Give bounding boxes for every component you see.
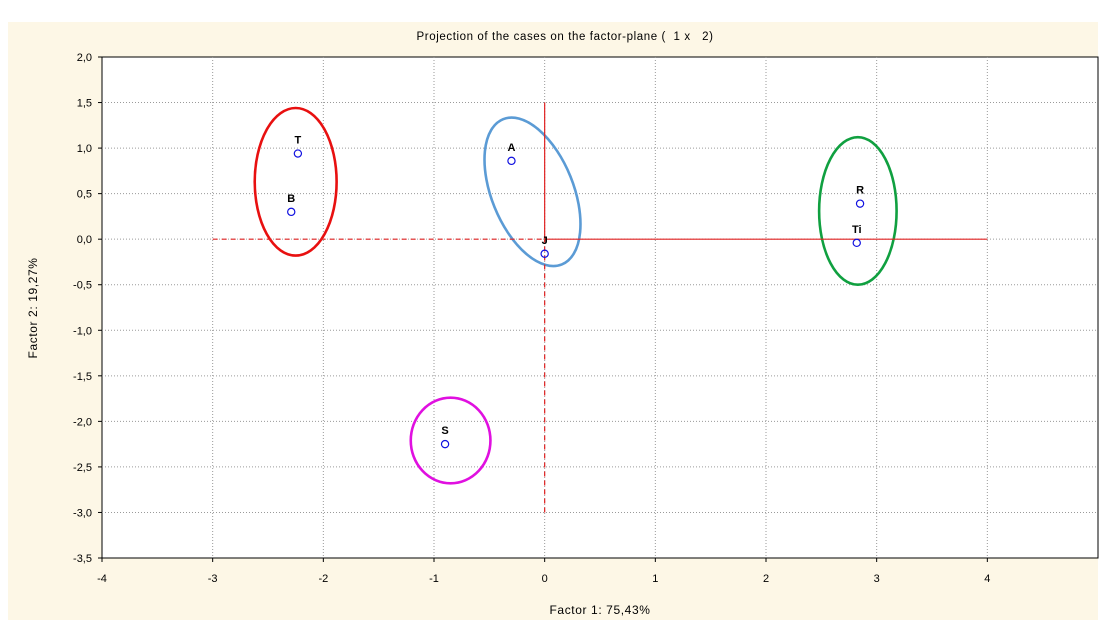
x-tick-labels: -4 -3 -2 -1 0 1 2 3 4: [97, 558, 990, 585]
y-tick-label: 2,0: [77, 52, 92, 64]
x-tick-label: 3: [874, 573, 880, 585]
grid-lines: [102, 57, 1098, 558]
point-marker: [540, 249, 549, 258]
y-tick-label: 0,0: [77, 234, 92, 246]
chart-title: Projection of the cases on the factor-pl…: [417, 31, 714, 43]
x-axis-label: Factor 1: 75,43%: [550, 603, 651, 617]
x-tick-label: 1: [652, 573, 658, 585]
x-tick-label: -1: [429, 573, 439, 585]
x-tick-label: 4: [984, 573, 990, 585]
point-label: T: [295, 135, 302, 147]
x-tick-label: -4: [97, 573, 107, 585]
data-points: T B A J R Ti S: [287, 135, 865, 449]
cluster-ellipses: [253, 106, 898, 485]
point-marker: [852, 238, 861, 248]
point-marker: [507, 156, 516, 166]
x-tick-label: 0: [542, 573, 548, 585]
y-tick-label: -3,0: [73, 507, 92, 519]
point-label: A: [507, 142, 515, 154]
y-tick-label: 1,5: [77, 98, 92, 110]
y-tick-label: -2,5: [73, 462, 92, 474]
y-tick-label: -1,0: [73, 325, 92, 337]
point-marker: [293, 149, 303, 158]
point-marker: [440, 439, 450, 449]
y-tick-label: -0,5: [73, 280, 92, 292]
y-axis-label: Factor 2: 19,27%: [26, 258, 40, 359]
point-label: R: [856, 185, 864, 197]
x-tick-label: -3: [208, 573, 218, 585]
point-marker: [287, 207, 296, 217]
y-tick-label: -1,5: [73, 371, 92, 383]
point-label: Ti: [852, 224, 862, 236]
point-marker: [855, 199, 865, 208]
cluster-ellipse: [817, 135, 898, 287]
y-tick-labels: 2,0 1,5 1,0 0,5 0,0 -0,5 -1,0 -1,5 -2,0 -2,5 -3,0 -…: [73, 52, 102, 565]
y-tick-label: -2,0: [73, 416, 92, 428]
point-label: B: [287, 193, 295, 205]
point-label: S: [441, 425, 448, 437]
cluster-ellipse: [483, 116, 582, 268]
y-tick-label: 1,0: [77, 143, 92, 155]
x-tick-label: 2: [763, 573, 769, 585]
origin-axis-lines: [212, 102, 988, 513]
x-tick-label: -2: [318, 573, 328, 585]
y-tick-label: 0,5: [77, 189, 92, 201]
cluster-ellipse: [253, 106, 338, 257]
y-tick-label: -3,5: [73, 553, 92, 565]
plot-area: [101, 56, 1099, 559]
point-label: J: [542, 235, 548, 247]
cluster-ellipse: [409, 396, 492, 485]
